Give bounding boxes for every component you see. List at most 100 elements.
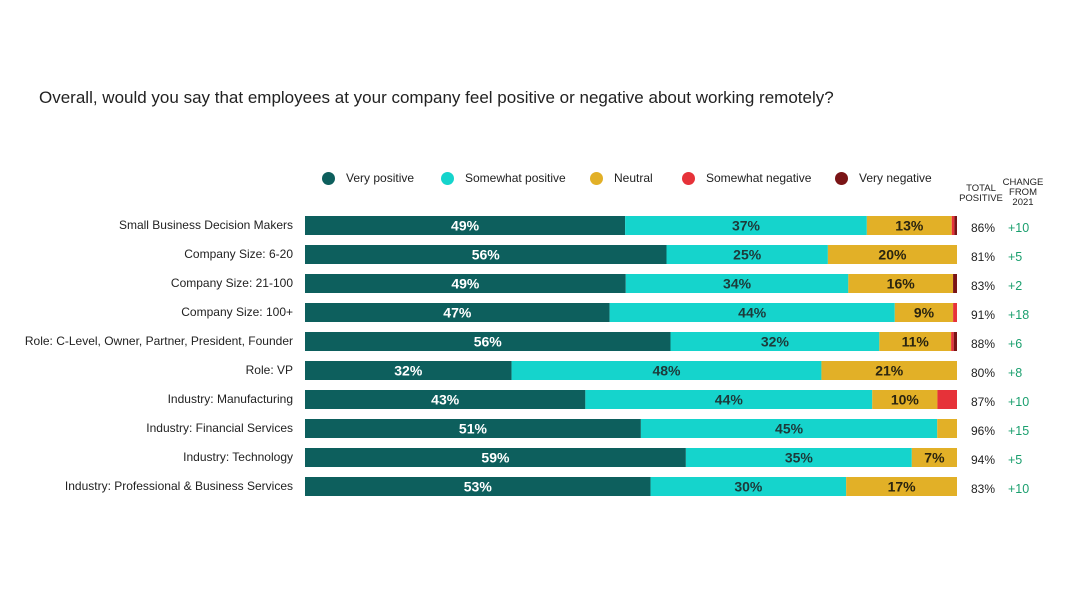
- legend-item-very-positive: Very positive: [322, 168, 414, 188]
- bar-segment-neutral: [911, 448, 957, 467]
- bar-segment-neutral: [894, 303, 954, 322]
- bar-segment-neutral: [937, 419, 957, 438]
- bar-segment-very-positive: [305, 245, 667, 264]
- data-label-very-positive: 47%: [443, 305, 472, 321]
- bar-segment-somewhat-positive: [511, 361, 822, 380]
- total-positive-value: 94%: [971, 453, 996, 467]
- category-label: Role: C-Level, Owner, Partner, President…: [24, 334, 293, 348]
- legend-item-neutral: Neutral: [590, 168, 653, 188]
- data-label-somewhat-positive: 37%: [732, 218, 761, 234]
- bar-segment-very-positive: [305, 448, 686, 467]
- category-label: Industry: Professional & Business Servic…: [64, 479, 293, 493]
- bar-segment-very-negative: [954, 216, 957, 235]
- bar-segment-somewhat-positive: [640, 419, 938, 438]
- change-from-2021-value: +10: [1008, 482, 1030, 496]
- data-label-somewhat-positive: 32%: [761, 334, 790, 350]
- bar-segment-very-positive: [305, 216, 626, 235]
- bar-segment-somewhat-negative: [937, 390, 957, 409]
- data-label-very-positive: 32%: [394, 363, 423, 379]
- bar-segment-very-positive: [305, 303, 610, 322]
- category-label: Company Size: 100+: [181, 305, 293, 319]
- bar-segment-somewhat-positive: [650, 477, 847, 496]
- data-label-very-positive: 56%: [474, 334, 503, 350]
- bar-segment-somewhat-positive: [625, 216, 867, 235]
- category-label: Company Size: 21-100: [170, 276, 293, 290]
- change-from-2021-value: +15: [1008, 424, 1030, 438]
- change-header-line1: CHANGE: [1002, 177, 1044, 188]
- bar-segment-somewhat-negative: [951, 216, 955, 235]
- bar-segment-very-positive: [305, 477, 651, 496]
- data-label-very-positive: 59%: [481, 450, 510, 466]
- bar-segment-somewhat-positive: [685, 448, 912, 467]
- bar-segment-very-positive: [305, 274, 626, 293]
- total-positive-value: 81%: [971, 250, 996, 264]
- data-label-neutral: 21%: [875, 363, 904, 379]
- legend-label-somewhat-negative: Somewhat negative: [706, 171, 812, 185]
- change-from-2021-value: +18: [1008, 308, 1030, 322]
- data-label-neutral: 20%: [878, 247, 907, 263]
- legend-item-somewhat-negative: Somewhat negative: [682, 168, 811, 188]
- data-label-neutral: 13%: [895, 218, 924, 234]
- bar-segment-somewhat-positive: [625, 274, 849, 293]
- change-from-2021-value: +5: [1008, 250, 1023, 264]
- data-label-very-positive: 51%: [459, 421, 488, 437]
- legend-swatch-very-negative: [835, 171, 848, 185]
- data-label-neutral: 17%: [888, 479, 917, 495]
- category-label: Industry: Technology: [183, 450, 293, 464]
- bar-segment-somewhat-negative: [953, 303, 957, 322]
- change-header-line3: 2021: [1012, 197, 1034, 208]
- total-positive-value: 80%: [971, 366, 996, 380]
- data-label-somewhat-positive: 48%: [652, 363, 681, 379]
- bar-segment-very-negative: [953, 274, 957, 293]
- category-label: Company Size: 6-20: [184, 247, 293, 261]
- total-positive-header-line1: TOTAL: [966, 183, 996, 194]
- data-label-neutral: 16%: [887, 276, 916, 292]
- bar-segment-somewhat-positive: [609, 303, 895, 322]
- bar-segment-very-positive: [305, 419, 641, 438]
- total-positive-value: 83%: [971, 279, 996, 293]
- data-label-somewhat-positive: 44%: [715, 392, 744, 408]
- total-positive-value: 91%: [971, 308, 996, 322]
- bar-segment-neutral: [879, 332, 952, 351]
- change-from-2021-value: +10: [1008, 395, 1030, 409]
- data-label-neutral: 11%: [902, 334, 930, 350]
- bar-segment-somewhat-positive: [670, 332, 880, 351]
- total-positive-header-line2: POSITIVE: [959, 193, 1003, 204]
- change-header: CHANGE FROM 2021: [1000, 178, 1046, 208]
- bar-segment-somewhat-negative: [951, 332, 954, 351]
- bar-segment-neutral: [821, 361, 957, 380]
- data-label-neutral: 9%: [914, 305, 935, 321]
- data-label-very-positive: 49%: [451, 276, 480, 292]
- change-header-line2: FROM: [1009, 187, 1037, 198]
- data-label-very-positive: 49%: [451, 218, 480, 234]
- change-from-2021-value: +10: [1008, 221, 1030, 235]
- change-from-2021-value: +8: [1008, 366, 1023, 380]
- bar-segment-neutral: [827, 245, 957, 264]
- category-label: Industry: Manufacturing: [167, 392, 293, 406]
- legend-label-very-negative: Very negative: [859, 171, 932, 185]
- legend-swatch-somewhat-negative: [682, 171, 695, 185]
- category-label: Small Business Decision Makers: [118, 218, 293, 232]
- total-positive-value: 96%: [971, 424, 996, 438]
- legend-label-very-positive: Very positive: [346, 171, 415, 185]
- chart-title: Overall, would you say that employees at…: [39, 88, 834, 107]
- data-label-somewhat-positive: 34%: [723, 276, 752, 292]
- total-positive-value: 88%: [971, 337, 996, 351]
- legend-swatch-neutral: [590, 171, 603, 185]
- bar-segment-neutral: [866, 216, 952, 235]
- bar-segment-very-positive: [305, 361, 512, 380]
- category-label: Industry: Financial Services: [146, 421, 293, 435]
- bar-segment-very-positive: [305, 390, 586, 409]
- data-label-neutral: 7%: [924, 450, 945, 466]
- total-positive-value: 83%: [971, 482, 996, 496]
- bar-segment-somewhat-positive: [585, 390, 873, 409]
- bar-segment-very-negative: [953, 332, 957, 351]
- total-positive-header: TOTAL POSITIVE: [958, 184, 1004, 204]
- bar-segment-very-positive: [305, 332, 671, 351]
- data-label-very-positive: 56%: [472, 247, 501, 263]
- bar-segment-neutral: [848, 274, 954, 293]
- data-label-somewhat-positive: 30%: [734, 479, 763, 495]
- category-label: Role: VP: [245, 363, 293, 377]
- data-label-very-positive: 53%: [464, 479, 493, 495]
